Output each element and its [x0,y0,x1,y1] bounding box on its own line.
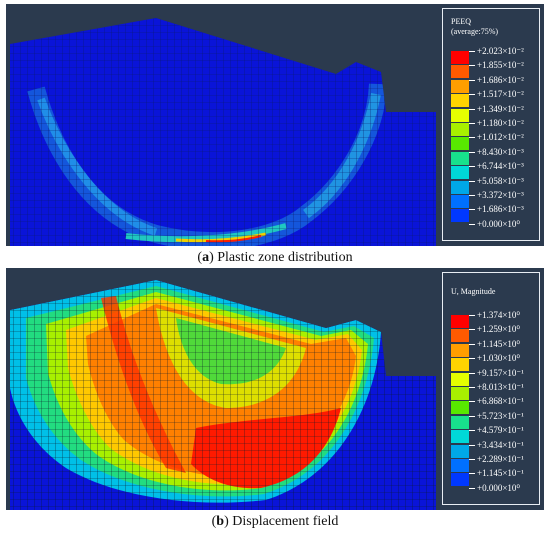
caption-letter: b [216,514,225,529]
legend-swatch [451,94,469,108]
legend-tick [469,123,475,124]
legend-tick [469,223,475,225]
legend-value: +2.023×10⁻² [477,46,524,56]
legend-value: +0.000×10⁰ [477,482,521,493]
legend-swatch [451,65,469,79]
legend-swatch [451,137,469,151]
legend-value: +5.723×10⁻¹ [477,410,524,421]
legend-swatch [451,209,469,223]
legend-value: +1.686×10⁻² [477,74,524,85]
caption-b: (b) Displacement field [211,514,339,529]
legend-swatch [451,372,469,386]
legend-tick [469,137,475,139]
legend-swatch [451,123,469,136]
legend-swatch [451,151,469,165]
legend-tick [469,358,475,360]
legend-tick [469,430,475,432]
legend-tick [469,329,475,331]
legend-value: +1.686×10⁻³ [477,204,524,215]
legend-swatch [451,315,469,328]
legend-swatch [451,444,469,458]
legend-value: +8.013×10⁻¹ [477,382,524,392]
plastic-zone-panel: PEEQ (average:75%) +2.023×10⁻² +1.855×10⁻… [6,4,544,246]
displacement-mesh [10,280,436,510]
legend-value: +3.372×10⁻³ [477,190,524,200]
legend-swatch [451,473,469,487]
legend-swatch [451,358,469,372]
legend-swatch [451,79,469,93]
legend-tick [469,343,475,345]
legend-value: +3.434×10⁻¹ [477,439,524,450]
legend-swatch [451,387,469,400]
legend-value: +8.430×10⁻³ [477,146,524,157]
legend-swatch [451,401,469,415]
legend-tick [469,315,475,316]
legend-swatch [451,343,469,357]
legend-tick [469,444,475,446]
legend-value: +1.374×10⁰ [477,310,521,320]
legend-value: +1.145×10⁻¹ [477,468,524,479]
caption-text: Plastic zone distribution [213,250,353,265]
legend-value: +9.157×10⁻¹ [477,367,524,378]
legend-swatch [451,51,469,64]
legend-tick [469,180,475,182]
legend-swatch [451,108,469,122]
legend-tick [469,166,475,168]
legend-value: +1.145×10⁰ [477,338,521,349]
caption-a: (a) Plastic zone distribution [197,250,353,265]
legend-title: U, Magnitude [451,287,496,296]
plastic-zone-mesh [10,18,436,246]
legend-tick [469,79,475,81]
legend-value: +0.000×10⁰ [477,218,521,229]
displacement-panel: U, Magnitude +1.374×10⁰ +1.259×10⁰ +1.145×… [6,268,544,510]
legend-value: +1.180×10⁻² [477,118,524,128]
legend-value: +1.030×10⁰ [477,353,521,364]
displacement-legend: U, Magnitude +1.374×10⁰ +1.259×10⁰ +1.145×… [442,272,540,505]
legend-swatch [451,430,469,444]
legend-tick [469,151,475,153]
legend-value: +1.349×10⁻² [477,103,524,114]
legend-tick [469,51,475,52]
legend-tick [469,94,475,96]
legend-tick [469,487,475,489]
legend-tick [469,372,475,374]
legend-value: +1.855×10⁻² [477,60,524,71]
legend-swatch [451,195,469,208]
legend-tick [469,415,475,417]
legend-tick [469,459,475,460]
legend-title: PEEQ [451,17,471,26]
legend-swatch [451,180,469,194]
legend-tick [469,195,475,196]
legend-tick [469,387,475,388]
legend-swatch [451,166,469,180]
legend-value: +1.259×10⁰ [477,324,521,335]
legend-value: +1.517×10⁻² [477,89,524,100]
legend-swatch [451,459,469,472]
legend-value: +6.868×10⁻¹ [477,396,524,407]
caption-text: Displacement field [228,514,339,529]
legend-value: +5.058×10⁻³ [477,175,524,186]
legend-swatch [451,415,469,429]
legend-tick [469,108,475,110]
legend-value: +2.289×10⁻¹ [477,454,524,464]
peeq-legend: PEEQ (average:75%) +2.023×10⁻² +1.855×10⁻… [442,8,540,241]
legend-tick [469,473,475,475]
legend-value: +6.744×10⁻³ [477,161,524,172]
legend-swatch [451,329,469,343]
legend-value: +1.012×10⁻² [477,132,524,143]
legend-value: +4.579×10⁻¹ [477,425,524,436]
legend-tick [469,209,475,211]
caption-letter: a [202,250,210,265]
legend-subtitle: (average:75%) [451,27,499,36]
legend-tick [469,401,475,403]
legend-tick [469,65,475,67]
